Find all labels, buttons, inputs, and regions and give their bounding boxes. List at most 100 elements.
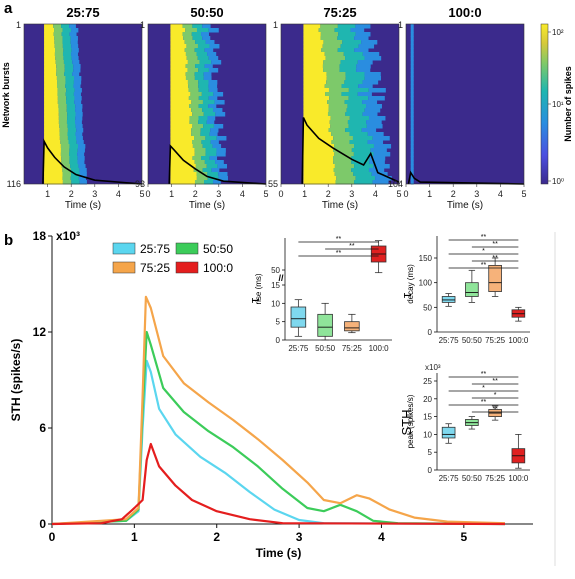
- y-multiplier: x10³: [56, 229, 80, 243]
- x-tick-label: 0: [278, 189, 283, 199]
- heatmap-cell-mid: [59, 132, 68, 137]
- heatmap-cell-mid: [56, 68, 65, 73]
- heatmap-cell-low: [341, 84, 359, 89]
- heatmap-cell-faint: [375, 176, 392, 181]
- heatmap-cell-faint: [410, 28, 414, 33]
- heatmap-cell-low: [65, 84, 74, 89]
- heatmap-cell-mid: [327, 112, 346, 117]
- heatmap-cell-faint: [410, 24, 414, 29]
- heatmap-cell-high: [303, 24, 321, 29]
- heatmap-cell-faint: [215, 112, 226, 117]
- heatmap-cell-faint: [208, 84, 218, 89]
- heatmap-cell-high: [170, 68, 188, 73]
- box-ylabel-sub: rise (ms): [254, 273, 263, 304]
- heatmap-cell-low: [348, 88, 369, 93]
- heatmap-cell-low: [345, 128, 362, 133]
- box-category-label: 25:75: [288, 344, 309, 353]
- heatmap-cell-low: [201, 156, 210, 161]
- heatmap-cell-faint: [75, 112, 83, 117]
- heatmap-cell-mid: [328, 108, 347, 113]
- heatmap-cell-high: [170, 36, 184, 41]
- heatmap-cell-mid: [55, 60, 64, 65]
- heatmap-cell-faint: [77, 148, 85, 153]
- heatmap-cell-faint: [410, 112, 414, 117]
- heatmap-cell-low: [67, 132, 76, 137]
- heatmap-cell-faint: [362, 112, 378, 117]
- heatmap-cell-faint: [218, 176, 228, 181]
- x-tick-label: 4: [373, 189, 378, 199]
- heatmap-cell-high: [303, 28, 319, 33]
- heatmap-cell-mid: [59, 136, 68, 141]
- x-tick-label: 0: [49, 530, 56, 544]
- heatmap-cell-high: [44, 132, 60, 137]
- heatmap-cell-faint: [361, 128, 377, 133]
- heatmap-cell-high: [170, 124, 193, 129]
- heatmap-burst-bottom: 93: [135, 179, 145, 189]
- heatmap-cell-high: [303, 152, 335, 157]
- heatmap-cell-faint: [75, 120, 82, 125]
- heatmap-cell-faint: [74, 88, 82, 93]
- heatmap-cell-mid: [194, 180, 205, 185]
- heatmap-cell-high: [303, 56, 326, 61]
- heatmap-cell-mid: [194, 136, 206, 141]
- heatmap-cell-mid: [196, 172, 208, 177]
- heatmap-cell-low: [194, 72, 204, 77]
- legend-swatch: [112, 261, 136, 274]
- heatmap-cell-low: [66, 108, 76, 113]
- heatmap-cell-low: [62, 44, 72, 49]
- heatmap-cell-high: [170, 28, 186, 33]
- heatmap-cell-mid: [320, 24, 338, 29]
- significance-label: **: [481, 234, 487, 241]
- heatmap-cell-faint: [208, 80, 218, 85]
- heatmap-cell-high: [44, 100, 58, 105]
- heatmap-cell-faint: [410, 100, 414, 105]
- heatmap-cell-mid: [334, 144, 355, 149]
- heatmap-cell-mid: [331, 140, 350, 145]
- box-body: [465, 282, 479, 297]
- heatmap-cell-mid: [57, 88, 67, 93]
- x-tick-label: 4: [240, 189, 245, 199]
- heatmap-cell-mid: [185, 52, 197, 57]
- heatmap-cell-faint: [356, 68, 371, 73]
- heatmap-cell-mid: [335, 180, 355, 185]
- heatmap-cell-mid: [326, 72, 346, 77]
- heatmap-cell-faint: [410, 96, 414, 101]
- x-tick-label: 5: [521, 189, 526, 199]
- heatmap-cell-faint: [364, 72, 381, 77]
- heatmap-cell-faint: [77, 156, 85, 161]
- heatmap-cell-mid: [330, 124, 349, 129]
- heatmap-cell-faint: [75, 108, 83, 113]
- box-ylabel-main: τ: [247, 297, 262, 303]
- heatmap-cell-faint: [410, 156, 414, 161]
- heatmap-cell-high: [44, 28, 55, 33]
- heatmap-cell-high: [170, 120, 190, 125]
- x-tick-label: 3: [474, 189, 479, 199]
- heatmap-cell-low: [71, 180, 80, 185]
- heatmap-cell-mid: [326, 80, 345, 85]
- heatmap-cell-mid: [56, 84, 66, 89]
- heatmap-cell-faint: [74, 100, 82, 105]
- heatmap-cell-low: [201, 92, 214, 97]
- heatmap-cell-high: [303, 32, 321, 37]
- heatmap-cell-mid: [182, 32, 192, 37]
- heatmap-cell-high: [303, 72, 327, 77]
- heatmap-cell-faint: [218, 172, 228, 177]
- heatmap-cell-high: [44, 88, 58, 93]
- heatmap-cell-low: [354, 164, 374, 169]
- boxplot-tau-rise: 0 5 10 15 50 25:75 50:50 75:25 100:0 ** ** ** τrise …: [247, 236, 392, 353]
- heatmap-cell-low: [64, 68, 74, 73]
- heatmap-cell-high: [170, 168, 194, 173]
- heatmap-cell-low: [355, 176, 376, 181]
- heatmap-cell-low: [65, 92, 74, 97]
- heatmap-cell-faint: [410, 128, 414, 133]
- heatmap-cell-low: [67, 112, 76, 117]
- heatmap-cell-faint: [75, 104, 83, 109]
- heatmap-cell-faint: [75, 124, 83, 129]
- heatmap-cell-mid: [186, 56, 198, 61]
- heatmap-cell-high: [44, 160, 62, 165]
- heatmap-title: 50:50: [190, 5, 223, 20]
- heatmap-cell-mid: [54, 36, 63, 41]
- heatmap-cell-faint: [410, 124, 414, 129]
- x-tick-label: 2: [69, 189, 74, 199]
